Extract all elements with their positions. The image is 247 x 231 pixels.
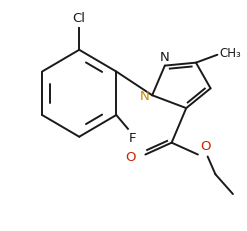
Text: O: O (200, 140, 210, 152)
Text: O: O (125, 151, 136, 164)
Text: F: F (129, 132, 136, 145)
Text: CH₃: CH₃ (219, 47, 241, 60)
Text: N: N (140, 90, 149, 103)
Text: N: N (160, 51, 170, 64)
Text: Cl: Cl (73, 12, 86, 25)
